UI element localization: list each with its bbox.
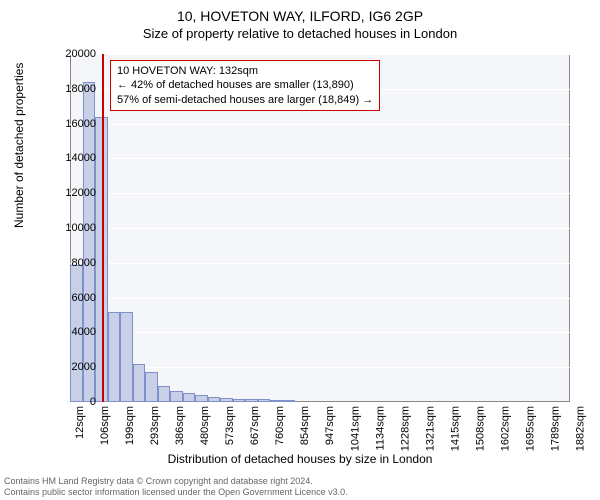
x-tick-label: 293sqm xyxy=(149,406,161,445)
footer-line1: Contains HM Land Registry data © Crown c… xyxy=(4,476,596,487)
chart-title-sub: Size of property relative to detached ho… xyxy=(0,24,600,41)
histogram-bar xyxy=(258,399,270,402)
y-tick-label: 4000 xyxy=(46,326,96,338)
annotation-line1: 10 HOVETON WAY: 132sqm xyxy=(117,64,373,78)
x-tick-label: 1041sqm xyxy=(349,406,361,451)
histogram-bar xyxy=(208,397,220,402)
annotation-box: 10 HOVETON WAY: 132sqm ← 42% of detached… xyxy=(110,60,380,111)
y-tick-label: 0 xyxy=(46,396,96,408)
grid-line xyxy=(70,158,570,159)
grid-line xyxy=(70,124,570,125)
y-tick-label: 16000 xyxy=(46,118,96,130)
histogram-bar xyxy=(145,372,158,402)
y-tick-label: 2000 xyxy=(46,361,96,373)
x-tick-label: 1695sqm xyxy=(524,406,536,451)
histogram-bar xyxy=(270,400,283,402)
y-tick-label: 14000 xyxy=(46,152,96,164)
grid-line xyxy=(70,402,570,403)
plot-area: 10 HOVETON WAY: 132sqm ← 42% of detached… xyxy=(70,54,570,402)
histogram-bar xyxy=(195,395,208,402)
annotation-line2: ← 42% of detached houses are smaller (13… xyxy=(117,78,373,92)
histogram-bar xyxy=(233,399,246,402)
grid-line xyxy=(70,263,570,264)
x-tick-label: 1882sqm xyxy=(574,406,586,451)
chart-container: 10, HOVETON WAY, ILFORD, IG6 2GP Size of… xyxy=(0,0,600,500)
histogram-bar xyxy=(170,391,183,402)
footer-attribution: Contains HM Land Registry data © Crown c… xyxy=(4,476,596,498)
y-tick-label: 20000 xyxy=(46,48,96,60)
histogram-bar xyxy=(83,82,96,402)
x-axis-label: Distribution of detached houses by size … xyxy=(0,452,600,466)
x-tick-label: 760sqm xyxy=(274,406,286,445)
marker-line xyxy=(102,54,104,402)
grid-line xyxy=(70,228,570,229)
histogram-bar xyxy=(120,312,133,402)
histogram-bar xyxy=(158,386,170,402)
grid-line xyxy=(70,193,570,194)
x-tick-label: 1508sqm xyxy=(474,406,486,451)
grid-line xyxy=(70,298,570,299)
x-tick-label: 386sqm xyxy=(174,406,186,445)
grid-line xyxy=(70,332,570,333)
y-tick-label: 10000 xyxy=(46,222,96,234)
x-tick-label: 1789sqm xyxy=(549,406,561,451)
x-tick-label: 199sqm xyxy=(124,406,136,445)
annotation-line3: 57% of semi-detached houses are larger (… xyxy=(117,93,373,107)
histogram-bar xyxy=(245,399,258,402)
chart-title-main: 10, HOVETON WAY, ILFORD, IG6 2GP xyxy=(0,0,600,24)
x-tick-label: 573sqm xyxy=(224,406,236,445)
x-tick-label: 12sqm xyxy=(74,406,86,439)
x-tick-label: 667sqm xyxy=(249,406,261,445)
y-tick-label: 18000 xyxy=(46,83,96,95)
x-tick-label: 480sqm xyxy=(199,406,211,445)
x-tick-label: 1134sqm xyxy=(374,406,386,450)
histogram-bar xyxy=(283,400,296,402)
footer-line2: Contains public sector information licen… xyxy=(4,487,596,498)
histogram-bar xyxy=(183,393,196,402)
histogram-bar xyxy=(133,364,146,402)
x-tick-label: 1602sqm xyxy=(499,406,511,451)
x-tick-label: 1321sqm xyxy=(424,406,436,451)
histogram-bar xyxy=(220,398,233,402)
y-tick-label: 12000 xyxy=(46,187,96,199)
y-tick-label: 8000 xyxy=(46,257,96,269)
x-tick-label: 947sqm xyxy=(324,406,336,445)
x-tick-label: 1228sqm xyxy=(399,406,411,451)
x-tick-label: 1415sqm xyxy=(449,406,461,451)
histogram-bar xyxy=(108,312,120,402)
x-tick-label: 854sqm xyxy=(299,406,311,445)
y-tick-label: 6000 xyxy=(46,292,96,304)
x-tick-label: 106sqm xyxy=(99,406,111,445)
y-axis-label: Number of detached properties xyxy=(12,63,26,228)
grid-line xyxy=(70,54,570,55)
